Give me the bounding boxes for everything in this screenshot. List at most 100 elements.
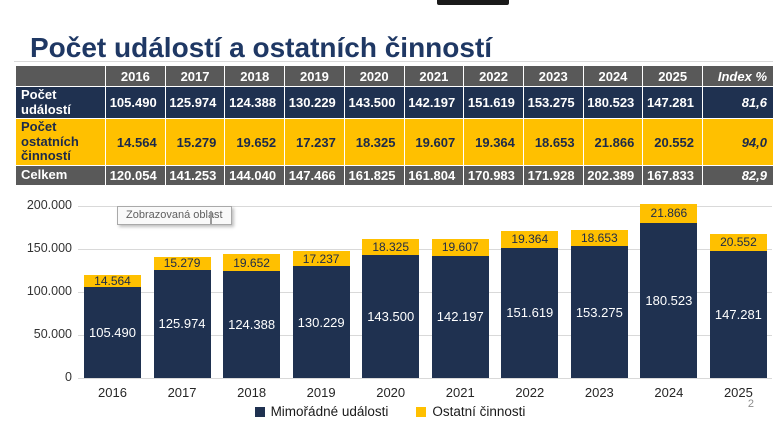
bar-segment-other-2019: 17.237 bbox=[292, 251, 350, 266]
x-axis-tick-2020: 2020 bbox=[376, 385, 406, 400]
table-row-label: Počet ostatních činností bbox=[16, 119, 106, 166]
table-value-cell: 21.866 bbox=[583, 119, 644, 166]
table-value-cell: 124.388 bbox=[225, 87, 286, 119]
table-value-cell: 120.054 bbox=[106, 166, 166, 185]
table-value-cell: 142.197 bbox=[404, 87, 465, 119]
bar-segment-other-2016: 14.564 bbox=[84, 274, 141, 288]
table-value-cell: 20.552 bbox=[643, 119, 703, 166]
table-corner-cell bbox=[16, 66, 106, 87]
x-axis-tick-2018: 2018 bbox=[237, 385, 267, 400]
table-header-year: 2024 bbox=[583, 66, 644, 87]
y-axis-tick: 0 bbox=[65, 370, 72, 384]
y-axis-tick: 150.000 bbox=[26, 241, 72, 255]
bar-segment-other-2024: 21.866 bbox=[640, 204, 698, 223]
table-value-cell: 143.500 bbox=[344, 87, 405, 119]
legend-swatch-gold-icon bbox=[416, 406, 427, 417]
table-value-cell: 15.279 bbox=[165, 119, 226, 166]
x-axis-tick-2019: 2019 bbox=[306, 385, 336, 400]
table-value-cell: 19.652 bbox=[225, 119, 286, 166]
table-value-cell: 141.253 bbox=[165, 166, 226, 185]
table-index-cell: 94,0 bbox=[703, 119, 773, 166]
table-value-cell: 167.833 bbox=[643, 166, 703, 185]
bar-2024: 21.866 180.523 2024 bbox=[640, 204, 698, 400]
bar-2019: 17.237 130.229 2019 bbox=[292, 251, 350, 400]
legend-swatch-navy-icon bbox=[254, 406, 265, 417]
tooltip-caret bbox=[210, 211, 212, 224]
bar-segment-events-2021: 142.197 bbox=[431, 255, 489, 378]
bar-2021: 19.607 142.197 2021 bbox=[431, 238, 489, 400]
bar-segment-other-2023: 18.653 bbox=[570, 230, 628, 247]
y-axis-tick: 50.000 bbox=[33, 327, 72, 341]
chart-plot-area: 200.000 150.000 100.000 50.000 0 bbox=[0, 198, 780, 384]
table-index-cell: 81,6 bbox=[703, 87, 773, 119]
bar-segment-other-2022: 19.364 bbox=[501, 230, 559, 248]
bar-2022: 19.364 151.619 2022 bbox=[501, 230, 559, 400]
table-value-cell: 202.389 bbox=[583, 166, 644, 185]
table-header-index: Index % bbox=[703, 66, 773, 87]
x-axis-tick-2024: 2024 bbox=[654, 385, 684, 400]
table-row-label: Celkem bbox=[16, 166, 106, 185]
table-value-cell: 180.523 bbox=[583, 87, 644, 119]
table-value-cell: 125.974 bbox=[165, 87, 226, 119]
bar-segment-events-2020: 143.500 bbox=[362, 254, 420, 378]
displayed-area-tooltip: Zobrazovaná oblast bbox=[117, 206, 232, 225]
legend-label-other: Ostatní činnosti bbox=[432, 404, 526, 419]
table-value-cell: 171.928 bbox=[523, 166, 584, 185]
bar-segment-other-2021: 19.607 bbox=[431, 238, 489, 256]
gridline-0 bbox=[78, 378, 772, 379]
table-index-cell: 82,9 bbox=[703, 166, 773, 185]
table-header-year: 2020 bbox=[344, 66, 405, 87]
legend-item-events: Mimořádné události bbox=[254, 404, 389, 419]
chart-bars: 14.564 105.490 2016 15.279 125.974 2017 19.652… bbox=[84, 204, 767, 400]
table-value-cell: 170.983 bbox=[464, 166, 524, 185]
table-value-cell: 153.275 bbox=[523, 87, 584, 119]
gridline-100.000 bbox=[78, 292, 772, 293]
bar-2016: 14.564 105.490 2016 bbox=[84, 274, 141, 400]
table-value-cell: 18.325 bbox=[344, 119, 405, 166]
title-divider bbox=[14, 61, 773, 62]
bar-segment-other-2025: 20.552 bbox=[709, 233, 767, 252]
bar-segment-events-2017: 125.974 bbox=[153, 269, 211, 378]
page-title: Počet událostí a ostatních činností bbox=[30, 31, 493, 63]
bar-segment-events-2024: 180.523 bbox=[640, 222, 698, 378]
legend-label-events: Mimořádné události bbox=[270, 404, 389, 419]
table-value-cell: 130.229 bbox=[285, 87, 345, 119]
table-header-year: 2023 bbox=[523, 66, 584, 87]
table-value-cell: 151.619 bbox=[464, 87, 524, 119]
bar-segment-events-2025: 147.281 bbox=[709, 251, 767, 378]
bar-2017: 15.279 125.974 2017 bbox=[153, 256, 211, 400]
table-header-year: 2018 bbox=[225, 66, 286, 87]
gridline-200.000 bbox=[78, 206, 772, 207]
table-value-cell: 19.364 bbox=[464, 119, 524, 166]
table-header-year: 2019 bbox=[285, 66, 345, 87]
legend-item-other: Ostatní činnosti bbox=[416, 404, 525, 419]
bar-2025: 20.552 147.281 2025 bbox=[709, 233, 767, 400]
bar-segment-other-2020: 18.325 bbox=[362, 238, 420, 255]
bar-segment-events-2023: 153.275 bbox=[570, 246, 628, 378]
bar-segment-events-2022: 151.619 bbox=[501, 247, 559, 378]
gridline-50.000 bbox=[78, 335, 772, 336]
table-header-year: 2017 bbox=[165, 66, 226, 87]
table-value-cell: 147.281 bbox=[643, 87, 703, 119]
table-value-cell: 144.040 bbox=[225, 166, 286, 185]
table-header-year: 2025 bbox=[643, 66, 703, 87]
bar-segment-other-2017: 15.279 bbox=[153, 256, 211, 270]
x-axis-tick-2017: 2017 bbox=[167, 385, 197, 400]
bar-segment-events-2016: 105.490 bbox=[84, 287, 141, 378]
table-value-cell: 161.825 bbox=[344, 166, 405, 185]
y-axis-tick: 100.000 bbox=[26, 284, 72, 298]
summary-table: 2016 2017 2018 2019 2020 2021 2022 2023 2024 2025… bbox=[16, 66, 773, 185]
table-value-cell: 161.804 bbox=[404, 166, 465, 185]
table-value-cell: 19.607 bbox=[404, 119, 465, 166]
bar-2020: 18.325 143.500 2020 bbox=[362, 238, 420, 400]
y-axis-tick: 200.000 bbox=[26, 198, 72, 212]
table-value-cell: 147.466 bbox=[285, 166, 345, 185]
table-header-year: 2016 bbox=[106, 66, 166, 87]
gridline-150.000 bbox=[78, 249, 772, 250]
chart-legend: Mimořádné události Ostatní činnosti bbox=[0, 404, 780, 419]
bar-segment-events-2019: 130.229 bbox=[292, 266, 350, 378]
table-row-label: Počet událostí bbox=[16, 87, 106, 119]
x-axis-tick-2021: 2021 bbox=[445, 385, 475, 400]
x-axis-tick-2023: 2023 bbox=[584, 385, 614, 400]
bar-segment-events-2018: 124.388 bbox=[223, 271, 281, 378]
